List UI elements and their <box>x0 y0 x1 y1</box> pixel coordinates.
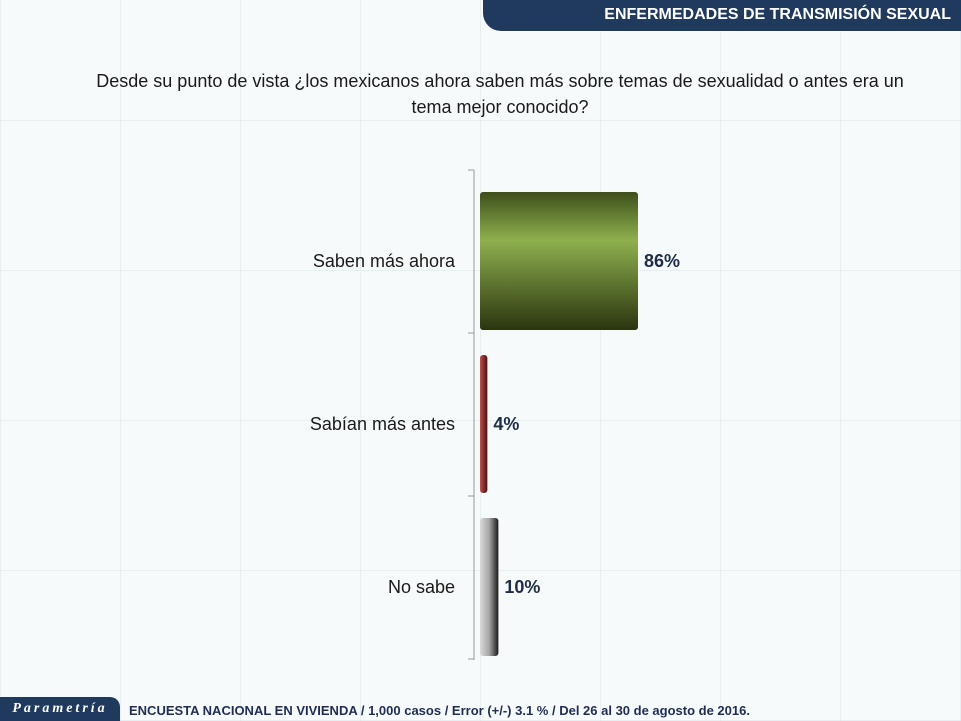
bar <box>480 518 499 656</box>
chart-title: Desde su punto de vista ¿los mexicanos a… <box>96 71 904 117</box>
data-label: 86% <box>644 251 680 271</box>
data-label: 10% <box>504 577 540 597</box>
parametria-logo: Parametría <box>0 697 120 721</box>
bar <box>480 192 638 330</box>
data-label: 4% <box>493 414 519 434</box>
bar <box>480 355 488 493</box>
category-label: Sabían más antes <box>310 414 455 434</box>
header-bar: ENFERMEDADES DE TRANSMISIÓN SEXUAL <box>483 0 961 31</box>
category-label: Saben más ahora <box>313 251 456 271</box>
survey-footnote: ENCUESTA NACIONAL EN VIVIENDA / 1,000 ca… <box>129 703 750 718</box>
y-axis <box>468 169 475 660</box>
header-title: ENFERMEDADES DE TRANSMISIÓN SEXUAL <box>604 6 951 23</box>
category-label: No sabe <box>388 577 455 597</box>
